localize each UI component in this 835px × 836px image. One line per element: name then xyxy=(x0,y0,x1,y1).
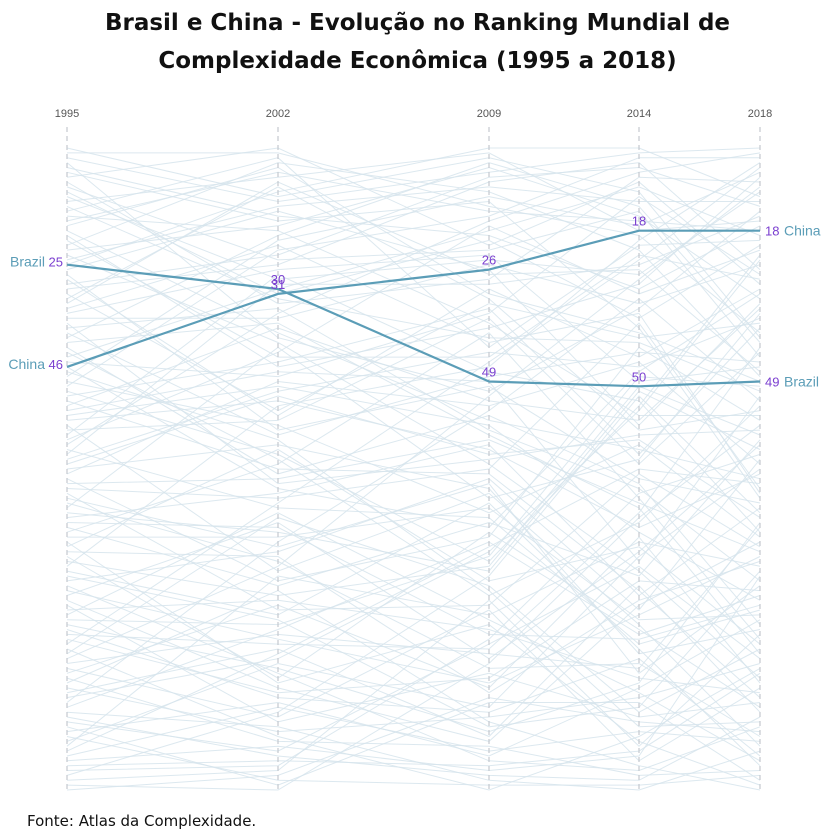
background-country-line xyxy=(66,711,761,791)
year-label-2018: 2018 xyxy=(748,108,772,120)
rank-label-brazil-2018: 49 xyxy=(765,374,779,389)
background-country-line xyxy=(66,400,761,528)
background-country-line xyxy=(66,512,761,762)
background-country-line xyxy=(66,191,761,280)
country-label-china-start: China xyxy=(8,356,45,372)
rank-label-brazil-2002: 30 xyxy=(271,272,285,287)
background-country-line xyxy=(66,371,761,563)
rank-label-china-2014: 18 xyxy=(632,214,646,229)
rank-label-china-2002: 31 xyxy=(271,277,285,292)
background-country-line xyxy=(66,195,761,378)
background-country-lines xyxy=(66,147,761,791)
rank-label-brazil-1995: 25 xyxy=(49,255,63,270)
background-country-line xyxy=(66,609,761,762)
background-country-line xyxy=(66,584,761,738)
background-country-line xyxy=(66,424,761,791)
background-country-line xyxy=(66,619,761,757)
rank-label-brazil-2009: 49 xyxy=(482,364,496,379)
background-country-line xyxy=(66,381,761,538)
background-country-line xyxy=(66,439,761,553)
highlight-series xyxy=(66,229,761,388)
background-country-line xyxy=(66,230,761,480)
background-country-line xyxy=(66,570,761,728)
background-country-line xyxy=(66,322,761,485)
background-country-line xyxy=(66,167,761,645)
background-country-line xyxy=(66,157,760,387)
series-line-brazil xyxy=(66,263,761,388)
background-country-line xyxy=(66,502,761,767)
country-label-brazil-start: Brazil xyxy=(10,254,45,270)
background-country-line xyxy=(66,439,761,587)
year-guides xyxy=(66,127,761,792)
background-country-line xyxy=(66,556,761,684)
background-country-line xyxy=(66,332,761,640)
background-country-line xyxy=(66,205,761,392)
background-country-line xyxy=(66,444,761,660)
background-country-line xyxy=(66,551,761,694)
year-label-1995: 1995 xyxy=(55,108,79,120)
background-country-line xyxy=(66,400,761,698)
year-axis: 1995 2002 2009 2014 2018 xyxy=(55,108,772,120)
chart-title: Brasil e China - Evolução no Ranking Mun… xyxy=(0,4,835,80)
country-label-china-end: China xyxy=(784,223,821,239)
background-country-line xyxy=(66,385,761,597)
rank-label-china-1995: 46 xyxy=(49,357,63,372)
background-country-line xyxy=(66,648,761,791)
background-country-line xyxy=(66,147,761,285)
background-country-line xyxy=(66,453,761,771)
rank-label-china-2009: 26 xyxy=(482,253,496,268)
background-country-line xyxy=(66,604,761,723)
chart-title-line-2: Complexidade Econômica (1995 a 2018) xyxy=(158,48,677,74)
background-country-line xyxy=(66,599,761,694)
rank-label-china-2018: 18 xyxy=(765,224,779,239)
source-note: Fonte: Atlas da Complexidade. xyxy=(27,812,257,830)
year-label-2014: 2014 xyxy=(627,108,651,120)
background-country-line xyxy=(66,483,761,674)
background-country-line xyxy=(66,166,761,285)
background-country-line xyxy=(66,215,760,416)
background-country-line xyxy=(66,186,761,660)
background-country-line xyxy=(66,162,761,343)
background-country-line xyxy=(66,152,761,232)
background-country-line xyxy=(66,395,761,776)
year-label-2002: 2002 xyxy=(266,108,290,120)
background-country-line xyxy=(66,599,761,781)
background-country-line xyxy=(66,162,761,567)
background-country-line xyxy=(66,176,761,305)
background-country-line xyxy=(66,531,761,708)
rank-label-brazil-2014: 50 xyxy=(632,369,646,384)
background-country-line xyxy=(66,308,761,421)
background-country-line xyxy=(66,171,761,378)
background-country-line xyxy=(66,468,761,752)
background-country-line xyxy=(66,191,761,319)
background-country-line xyxy=(66,376,761,626)
background-country-line xyxy=(66,517,761,713)
country-label-brazil-end: Brazil xyxy=(784,373,819,389)
year-label-2009: 2009 xyxy=(477,108,501,120)
background-country-line xyxy=(67,152,761,334)
background-country-line xyxy=(66,186,761,358)
background-country-line xyxy=(66,361,761,475)
background-country-line xyxy=(66,244,761,494)
chart-title-line-1: Brasil e China - Evolução no Ranking Mun… xyxy=(104,10,731,36)
background-country-line xyxy=(66,225,761,441)
series-line-china xyxy=(66,229,760,368)
